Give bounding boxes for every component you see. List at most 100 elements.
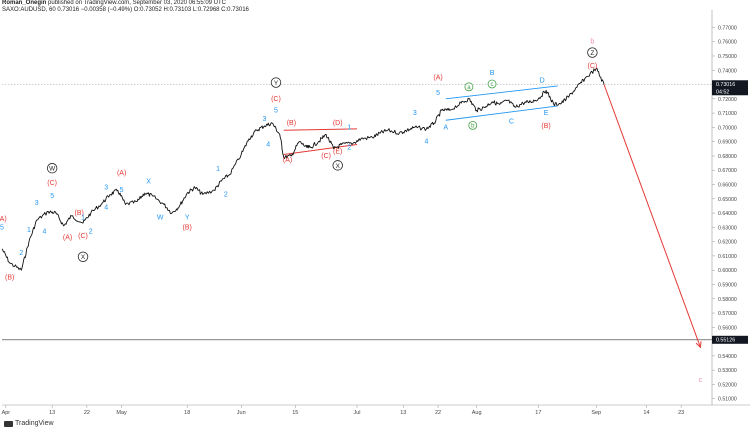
wave-label: 5 <box>120 187 124 194</box>
wave-label: W <box>157 214 164 221</box>
countdown-label: 04:52 <box>716 89 729 95</box>
wave-label: (A) <box>433 74 442 81</box>
y-tick-label: 0.75000 <box>718 54 737 60</box>
wave-label: 1 <box>347 124 351 131</box>
wave-label: Z <box>590 50 594 57</box>
wave-label: b <box>471 123 475 129</box>
wave-circle-green <box>487 79 497 89</box>
wave-labels: (A)5(B)21345(C)W(A)(B)1(C)X234(A)5XWY(B)… <box>0 39 703 384</box>
wave-label: 5 <box>436 90 440 97</box>
wave-label: (B) <box>287 120 296 127</box>
channel-line <box>445 85 558 100</box>
symbol-line: SAXO:AUDUSD, 60 0.73016 −0.00358 (−0.49%… <box>2 7 249 13</box>
wave-label: 3 <box>35 200 39 207</box>
wave-label: 4 <box>266 142 270 149</box>
wave-circle-green <box>464 82 474 92</box>
x-tick-label: 17 <box>535 410 541 416</box>
y-tick-label: 0.76000 <box>718 40 737 46</box>
wave-label: 2 <box>347 144 351 151</box>
y-tick-label: 0.66000 <box>718 183 737 189</box>
author-line: Roman_Onegin published on TradingView.co… <box>2 0 226 6</box>
wave-label: X <box>146 179 151 186</box>
wave-label: (D) <box>333 120 343 127</box>
wave-label: (C) <box>321 153 331 160</box>
y-tick-label: 0.64000 <box>718 211 737 217</box>
y-tick-label: 0.58000 <box>718 297 737 303</box>
wave-circle <box>77 251 89 262</box>
wave-label: 1 <box>27 227 31 234</box>
wave-label: 1 <box>81 214 85 221</box>
x-tick-label: 15 <box>292 410 298 416</box>
wave-label: 5 <box>50 193 54 200</box>
wave-label: (B) <box>5 274 14 281</box>
wave-label: (C) <box>78 233 88 240</box>
last-price: 0.73016 <box>57 7 80 13</box>
y-tick-label: 0.62000 <box>718 240 737 246</box>
wave-label: 3 <box>262 116 266 123</box>
wave-label: c <box>699 377 703 384</box>
y-tick-label: 0.52000 <box>718 382 737 388</box>
price-line <box>1 67 605 271</box>
wave-label: 4 <box>104 204 108 211</box>
price-label-text: 0.55126 <box>716 338 735 344</box>
x-tick-label: 22 <box>84 410 90 416</box>
x-tick-label: May <box>116 410 127 416</box>
wave-label: 2 <box>224 192 228 199</box>
wave-label: X <box>336 163 341 170</box>
wave-label: b <box>590 39 594 46</box>
author-name: Roman_Onegin <box>2 0 47 6</box>
y-tick-label: 0.77000 <box>718 25 737 31</box>
wave-circle <box>270 77 282 88</box>
wave-label: D <box>540 77 545 84</box>
ohlc-values: O:0.73052 H:0.73103 L:0.72968 C:0.73016 <box>133 7 249 13</box>
y-tick-label: 0.71000 <box>718 111 737 117</box>
wave-label: 4 <box>42 229 46 236</box>
wave-label: (B) <box>75 210 84 217</box>
x-tick-label: Aug <box>472 410 482 416</box>
y-tick-label: 0.61000 <box>718 254 737 260</box>
wave-label: (A) <box>117 170 126 177</box>
wave-label: c <box>491 82 494 88</box>
y-tick-label: 0.63000 <box>718 225 737 231</box>
wave-label: 3 <box>104 184 108 191</box>
brand-name: TradingView <box>15 420 54 427</box>
wave-label: B <box>490 70 495 77</box>
x-tick-label: Sep <box>591 410 601 416</box>
wave-label: 1 <box>216 166 220 173</box>
wave-label: (C) <box>271 96 281 103</box>
tradingview-logo: TradingView <box>4 420 54 427</box>
wave-label: (C) <box>588 63 598 70</box>
tradingview-icon <box>4 420 13 427</box>
wave-label: (B) <box>541 123 550 130</box>
x-tick-label: 23 <box>678 410 684 416</box>
wave-circle <box>46 163 58 174</box>
triangle-line <box>283 144 358 156</box>
y-tick-label: 0.59000 <box>718 282 737 288</box>
wave-circle-green <box>468 120 478 130</box>
y-tick-label: 0.51000 <box>718 397 737 403</box>
x-tick-label: 22 <box>435 410 441 416</box>
price-label-text: 0.73016 <box>716 82 735 88</box>
wave-label: (A) <box>0 216 7 223</box>
wave-label: Y <box>185 214 190 221</box>
wave-label: 2 <box>19 250 23 257</box>
wave-label: 3 <box>413 110 417 117</box>
y-tick-label: 0.60000 <box>718 268 737 274</box>
wave-label: 2 <box>89 229 93 236</box>
projection-arrow-head <box>695 341 702 349</box>
wave-label: 4 <box>425 139 429 146</box>
wave-label: a <box>467 85 471 91</box>
wave-label: (B) <box>183 224 192 231</box>
wave-label: (A) <box>63 234 72 241</box>
y-tick-label: 0.56000 <box>718 325 737 331</box>
y-tick-label: 0.74000 <box>718 68 737 74</box>
projection-arrow-line <box>603 84 701 348</box>
wave-label: E <box>544 110 549 117</box>
x-tick-label: 13 <box>400 410 406 416</box>
price-series <box>1 67 605 271</box>
price-label-box <box>712 80 748 96</box>
price-change: −0.00358 (−0.49%) <box>80 7 133 13</box>
symbol-text: SAXO:AUDUSD, 60 <box>2 7 56 13</box>
y-tick-label: 0.65000 <box>718 197 737 203</box>
